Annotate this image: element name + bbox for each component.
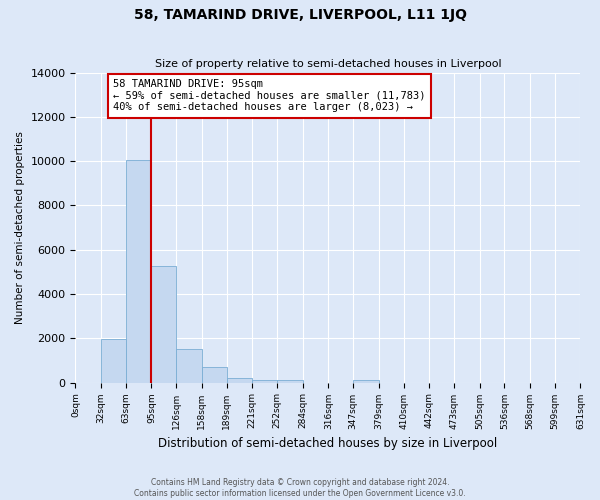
Bar: [253, 380, 277, 382]
Text: 58, TAMARIND DRIVE, LIVERPOOL, L11 1JQ: 58, TAMARIND DRIVE, LIVERPOOL, L11 1JQ: [133, 8, 467, 22]
Text: 58 TAMARIND DRIVE: 95sqm
← 59% of semi-detached houses are smaller (11,783)
40% : 58 TAMARIND DRIVE: 95sqm ← 59% of semi-d…: [113, 79, 425, 112]
Bar: [353, 380, 379, 382]
X-axis label: Distribution of semi-detached houses by size in Liverpool: Distribution of semi-detached houses by …: [158, 437, 497, 450]
Bar: [126, 160, 151, 382]
Bar: [101, 340, 126, 382]
Text: Contains HM Land Registry data © Crown copyright and database right 2024.
Contai: Contains HM Land Registry data © Crown c…: [134, 478, 466, 498]
Bar: [176, 350, 202, 382]
Bar: [277, 380, 303, 382]
Bar: [202, 367, 227, 382]
Bar: [151, 266, 176, 382]
Title: Size of property relative to semi-detached houses in Liverpool: Size of property relative to semi-detach…: [155, 59, 501, 69]
Bar: [227, 378, 253, 382]
Y-axis label: Number of semi-detached properties: Number of semi-detached properties: [15, 131, 25, 324]
